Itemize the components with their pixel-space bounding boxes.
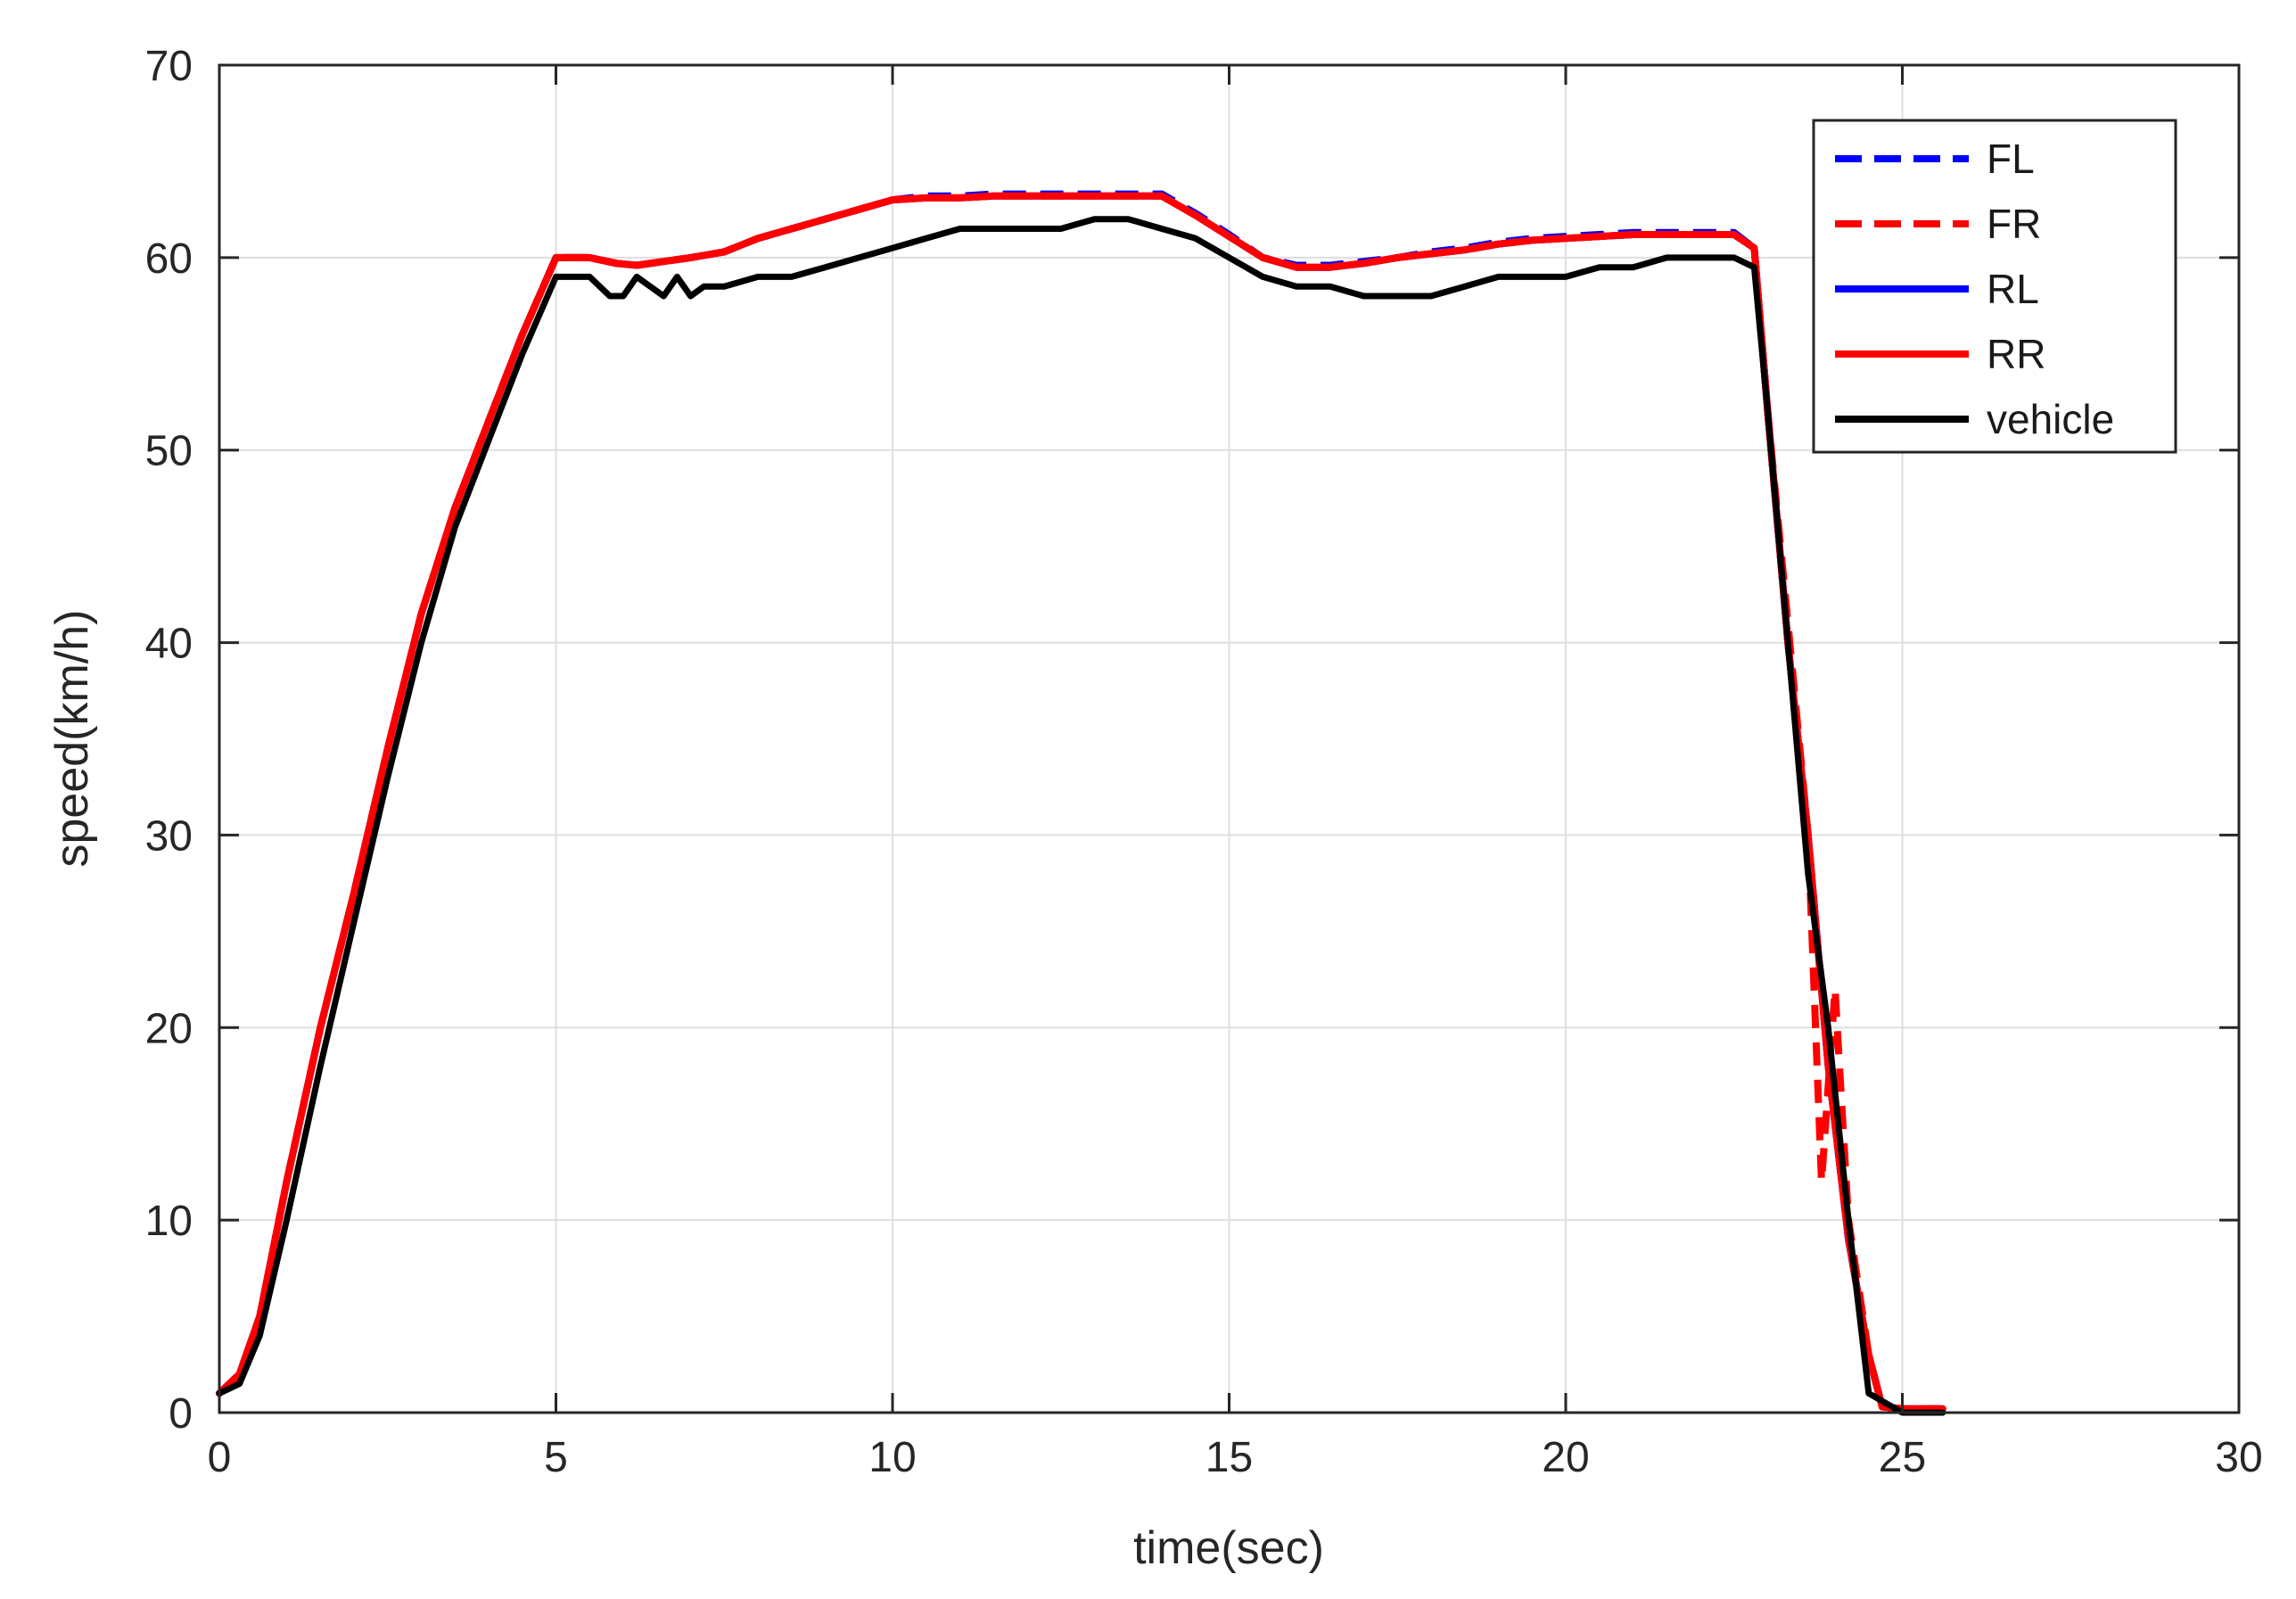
- x-axis-label: time(sec): [1133, 1522, 1324, 1574]
- x-tick-label: 25: [1879, 1434, 1926, 1481]
- x-tick-label: 0: [208, 1434, 232, 1481]
- series-layer: [216, 190, 1946, 1416]
- legend-label-rr: RR: [1987, 331, 2045, 377]
- y-tick-label: 30: [145, 812, 193, 860]
- y-tick-label: 70: [145, 43, 193, 90]
- tick-labels: 0 5 10 15 20 25 30 0 10 20 30 40 50 60 70: [145, 43, 2263, 1481]
- x-tick-label: 15: [1206, 1434, 1253, 1481]
- axis-ticks: [218, 63, 2241, 1414]
- y-tick-label: 20: [145, 1005, 193, 1052]
- legend-label-vehicle: vehicle: [1987, 396, 2114, 442]
- y-tick-label: 50: [145, 428, 193, 475]
- x-tick-label: 10: [868, 1434, 916, 1481]
- y-tick-label: 60: [145, 235, 193, 283]
- legend-label-rl: RL: [1987, 266, 2039, 312]
- series-line-vehicle: [216, 216, 1946, 1416]
- legend-label-fr: FR: [1987, 201, 2041, 247]
- y-tick-label: 0: [169, 1390, 193, 1438]
- legend: FL FR RL RR vehicle: [1812, 119, 2177, 454]
- x-tick-label: 5: [544, 1434, 568, 1481]
- y-axis-label: speed(km/h): [46, 610, 98, 868]
- x-tick-label: 20: [1542, 1434, 1589, 1481]
- y-tick-label: 10: [145, 1198, 193, 1245]
- x-tick-label: 30: [2215, 1434, 2262, 1481]
- y-tick-label: 40: [145, 621, 193, 668]
- legend-label-fl: FL: [1987, 136, 2035, 182]
